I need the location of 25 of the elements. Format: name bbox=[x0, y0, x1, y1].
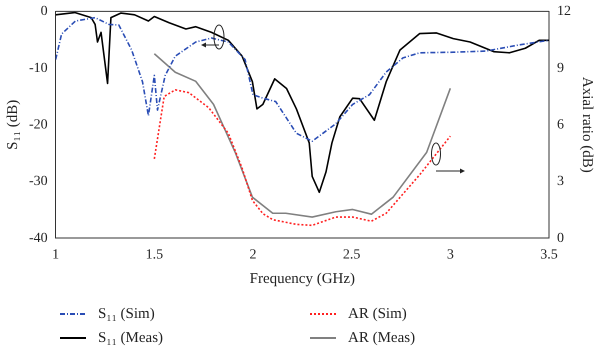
x-tick-label: 2 bbox=[249, 247, 256, 262]
line-series bbox=[56, 16, 549, 142]
legend-label: AR (Sim) bbox=[348, 306, 407, 322]
legend-label: AR (Meas) bbox=[348, 330, 416, 346]
line-series bbox=[154, 89, 452, 226]
x-tick-label: 1 bbox=[52, 247, 60, 262]
x-tick-label: 3.5 bbox=[540, 247, 558, 262]
y-tick-label: 0 bbox=[40, 4, 48, 20]
x-axis-title: Frequency (GHz) bbox=[250, 270, 356, 287]
legend-label: S₁₁ (Sim) bbox=[98, 306, 155, 322]
legend-label: S₁₁ (Meas) bbox=[98, 330, 164, 346]
y2-tick-label: 12 bbox=[557, 4, 571, 20]
y2-axis-title: Axial ratio (dB) bbox=[579, 76, 596, 173]
y2-tick-label: 9 bbox=[557, 60, 564, 76]
y2-tick-label: 0 bbox=[557, 230, 564, 246]
x-tick-label: 3 bbox=[446, 247, 454, 262]
y2-tick-label: 6 bbox=[557, 117, 564, 132]
y-tick-label: -30 bbox=[28, 174, 48, 190]
y-axis-title: S₁₁ (dB) bbox=[4, 100, 21, 150]
y-tick-label: -40 bbox=[28, 230, 48, 246]
y-tick-label: -20 bbox=[28, 117, 48, 132]
y-tick-label: -10 bbox=[28, 60, 48, 76]
y2-tick-label: 3 bbox=[557, 174, 564, 190]
x-tick-label: 2.5 bbox=[342, 247, 360, 262]
x-tick-label: 1.5 bbox=[146, 247, 164, 262]
